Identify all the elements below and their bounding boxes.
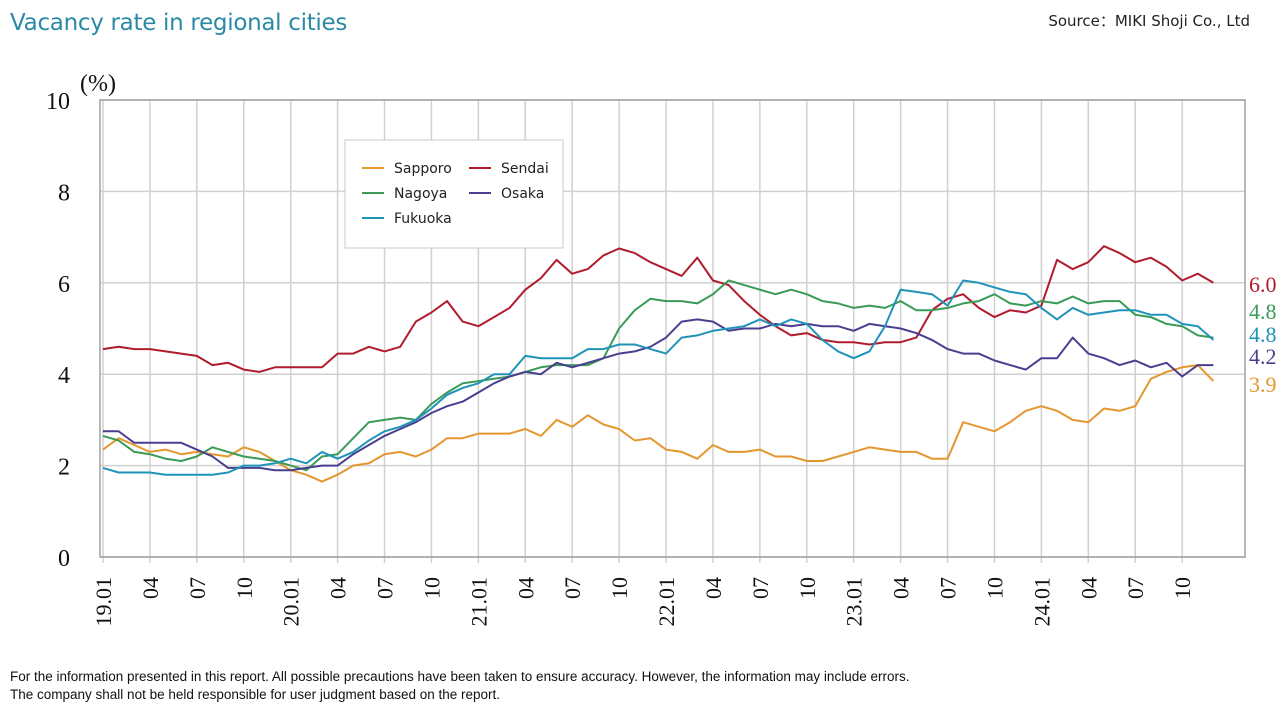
legend-label-osaka: Osaka — [501, 186, 544, 202]
line-chart: (%) 0 2 4 6 8 10 19.01 04 07 10 20.01 04 07 10 21.01 0… — [46, 71, 1277, 627]
series-line-nagoya — [102, 279, 1214, 472]
x-tick-label: 21.01 — [466, 577, 491, 627]
y-tick-label: 4 — [58, 363, 70, 389]
end-value-label-nagoya: 4.8 — [1249, 299, 1277, 324]
x-tick-label: 24.01 — [1029, 577, 1054, 627]
x-tick-label: 10 — [232, 577, 257, 599]
legend-label-sapporo: Sapporo — [394, 161, 452, 177]
disclaimer: For the information presented in this re… — [10, 668, 909, 704]
x-tick-label: 04 — [326, 577, 351, 599]
x-tick-label: 22.01 — [654, 577, 679, 627]
x-tick-label: 23.01 — [842, 577, 867, 627]
x-tick-label: 07 — [1123, 577, 1148, 599]
disclaimer-line-1: For the information presented in this re… — [10, 669, 910, 684]
end-value-label-sapporo: 3.9 — [1249, 372, 1277, 397]
y-axis-unit-label: (%) — [80, 71, 116, 97]
series-line-sendai — [102, 245, 1214, 373]
x-tick-label: 10 — [982, 577, 1007, 599]
legend-label-fukuoka: Fukuoka — [394, 211, 452, 227]
x-tick-label: 04 — [513, 577, 538, 599]
x-tick-label: 10 — [607, 577, 632, 599]
x-tick-label: 07 — [936, 577, 961, 599]
end-value-label-sendai: 6.0 — [1249, 272, 1277, 297]
x-tick-label: 07 — [748, 577, 773, 599]
x-tick-label: 07 — [373, 577, 398, 599]
x-tick-label: 07 — [185, 577, 210, 599]
end-value-label-fukuoka: 4.8 — [1249, 322, 1277, 347]
x-tick-label: 04 — [701, 577, 726, 599]
x-tick-label: 04 — [889, 577, 914, 599]
legend: Sapporo Sendai Nagoya Osaka Fukuoka — [344, 139, 564, 249]
x-tick-label: 04 — [138, 577, 163, 599]
x-tick-label: 10 — [419, 577, 444, 599]
x-tick-label: 04 — [1076, 577, 1101, 599]
x-tick-label: 10 — [1170, 577, 1195, 599]
disclaimer-line-2: The company shall not be held responsibl… — [10, 687, 501, 702]
x-tick-label: 10 — [795, 577, 820, 599]
x-tick-label: 07 — [560, 577, 585, 599]
x-tick-label: 20.01 — [279, 577, 304, 627]
legend-label-nagoya: Nagoya — [394, 186, 447, 202]
source-label: Source：MIKI Shoji Co., Ltd — [1048, 12, 1250, 30]
series-line-sapporo — [102, 364, 1215, 483]
series-line-fukuoka — [102, 279, 1215, 476]
end-value-label-osaka: 4.2 — [1249, 344, 1277, 369]
y-tick-label: 6 — [58, 272, 70, 298]
y-tick-label: 0 — [58, 546, 70, 572]
y-tick-label: 8 — [58, 180, 70, 206]
legend-label-sendai: Sendai — [501, 161, 549, 177]
series-line-osaka — [103, 318, 1214, 472]
y-tick-label: 10 — [46, 89, 70, 115]
y-tick-label: 2 — [58, 455, 70, 481]
chart-title: Vacancy rate in regional cities — [10, 10, 348, 36]
x-tick-label: 19.01 — [91, 577, 116, 627]
plot-frame — [99, 99, 1246, 558]
